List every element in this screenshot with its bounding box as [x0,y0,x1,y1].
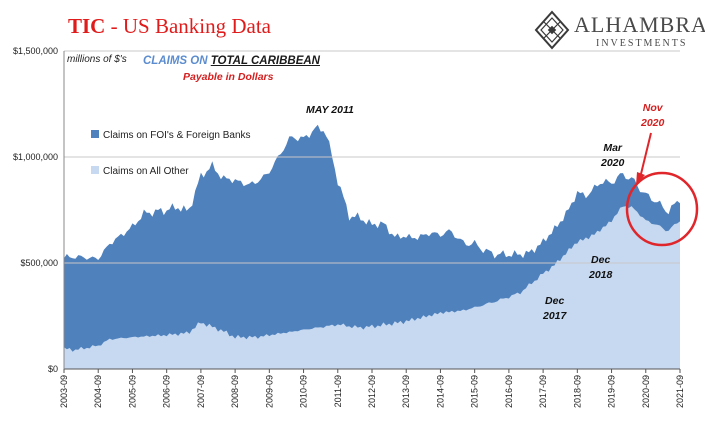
x-tick-label: 2004-09 [93,375,103,408]
x-tick-label: 2009-09 [264,375,274,408]
units-label: millions of $'s [67,54,127,65]
x-tick-label: 2012-09 [367,375,377,408]
title-prefix: TIC [68,14,106,38]
highlight-circle [625,171,699,247]
legend-swatch-other [91,166,99,174]
annotation-nov2020-line2: 2020 [641,117,665,129]
annotation-dec2017-line2: 2017 [543,310,567,322]
x-tick-label: 2017-09 [538,375,548,408]
x-tick-label: 2018-09 [572,375,582,408]
legend-label-other: Claims on All Other [103,166,189,177]
y-tick-label: $1,000,000 [13,152,58,162]
x-tick-label: 2008-09 [230,375,240,408]
brand-logo: ALHAMBRA INVESTMENTS [534,10,705,52]
x-tick-label: 2015-09 [470,375,480,408]
logo-subtitle: INVESTMENTS [596,38,688,49]
x-tick-label: 2006-09 [162,375,172,408]
annotation-dec2018: Dec 2018 [589,253,612,283]
chart-subtitle-line2: Payable in Dollars [183,71,274,83]
x-tick-label: 2020-09 [641,375,651,408]
area-layer [64,124,680,369]
x-tick-label: 2013-09 [401,375,411,408]
x-tick-label: 2010-09 [299,375,309,408]
annotation-dec2017: Dec 2017 [543,294,566,324]
annotation-arrow [639,132,652,179]
annotation-nov2020: Nov 2020 [641,101,664,131]
annotation-mar2020-line2: 2020 [601,157,625,169]
x-tick-label: 2005-09 [127,375,137,408]
y-tick-label: $1,500,000 [13,46,58,56]
annotation-nov2020-line1: Nov [642,102,663,114]
axis-layer: $0 $500,000 $1,000,000 $1,500,000 2003-09 200… [13,46,685,408]
x-tick-label: 2011-09 [333,375,343,407]
legend-swatch-fois [91,130,99,138]
annotation-dec2017-line1: Dec [545,295,565,307]
x-tick-label: 2003-09 [59,375,69,408]
diamond-lattice-icon [534,10,570,50]
y-tick-label: $500,000 [20,258,58,268]
annotation-may2011: MAY 2011 [306,104,354,116]
x-tick-label: 2007-09 [196,375,206,408]
arrowhead-icon [636,172,645,185]
chart-subtitle: CLAIMS ON TOTAL CARIBBEAN [143,55,320,67]
annotation-mar2020: Mar 2020 [601,141,624,171]
subtitle-part1: CLAIMS ON [143,55,211,67]
chart-title: TIC - US Banking Data [68,14,271,39]
annotation-dec2018-line1: Dec [591,254,611,266]
logo-name: ALHAMBRA [574,12,705,37]
x-tick-label: 2016-09 [504,375,514,408]
annotation-dec2018-line2: 2018 [589,269,613,281]
grid-layer [64,50,680,264]
x-tick-label: 2014-09 [435,375,445,408]
x-tick-label: 2021-09 [675,375,685,408]
x-tick-label: 2019-09 [607,375,617,408]
series-area-other [64,206,680,369]
title-rest: - US Banking Data [105,14,272,38]
subtitle-part2: TOTAL CARIBBEAN [210,55,320,67]
annotation-mar2020-line1: Mar [603,142,623,154]
legend-label-fois: Claims on FOI's & Foreign Banks [103,130,251,141]
y-tick-label: $0 [48,364,58,374]
